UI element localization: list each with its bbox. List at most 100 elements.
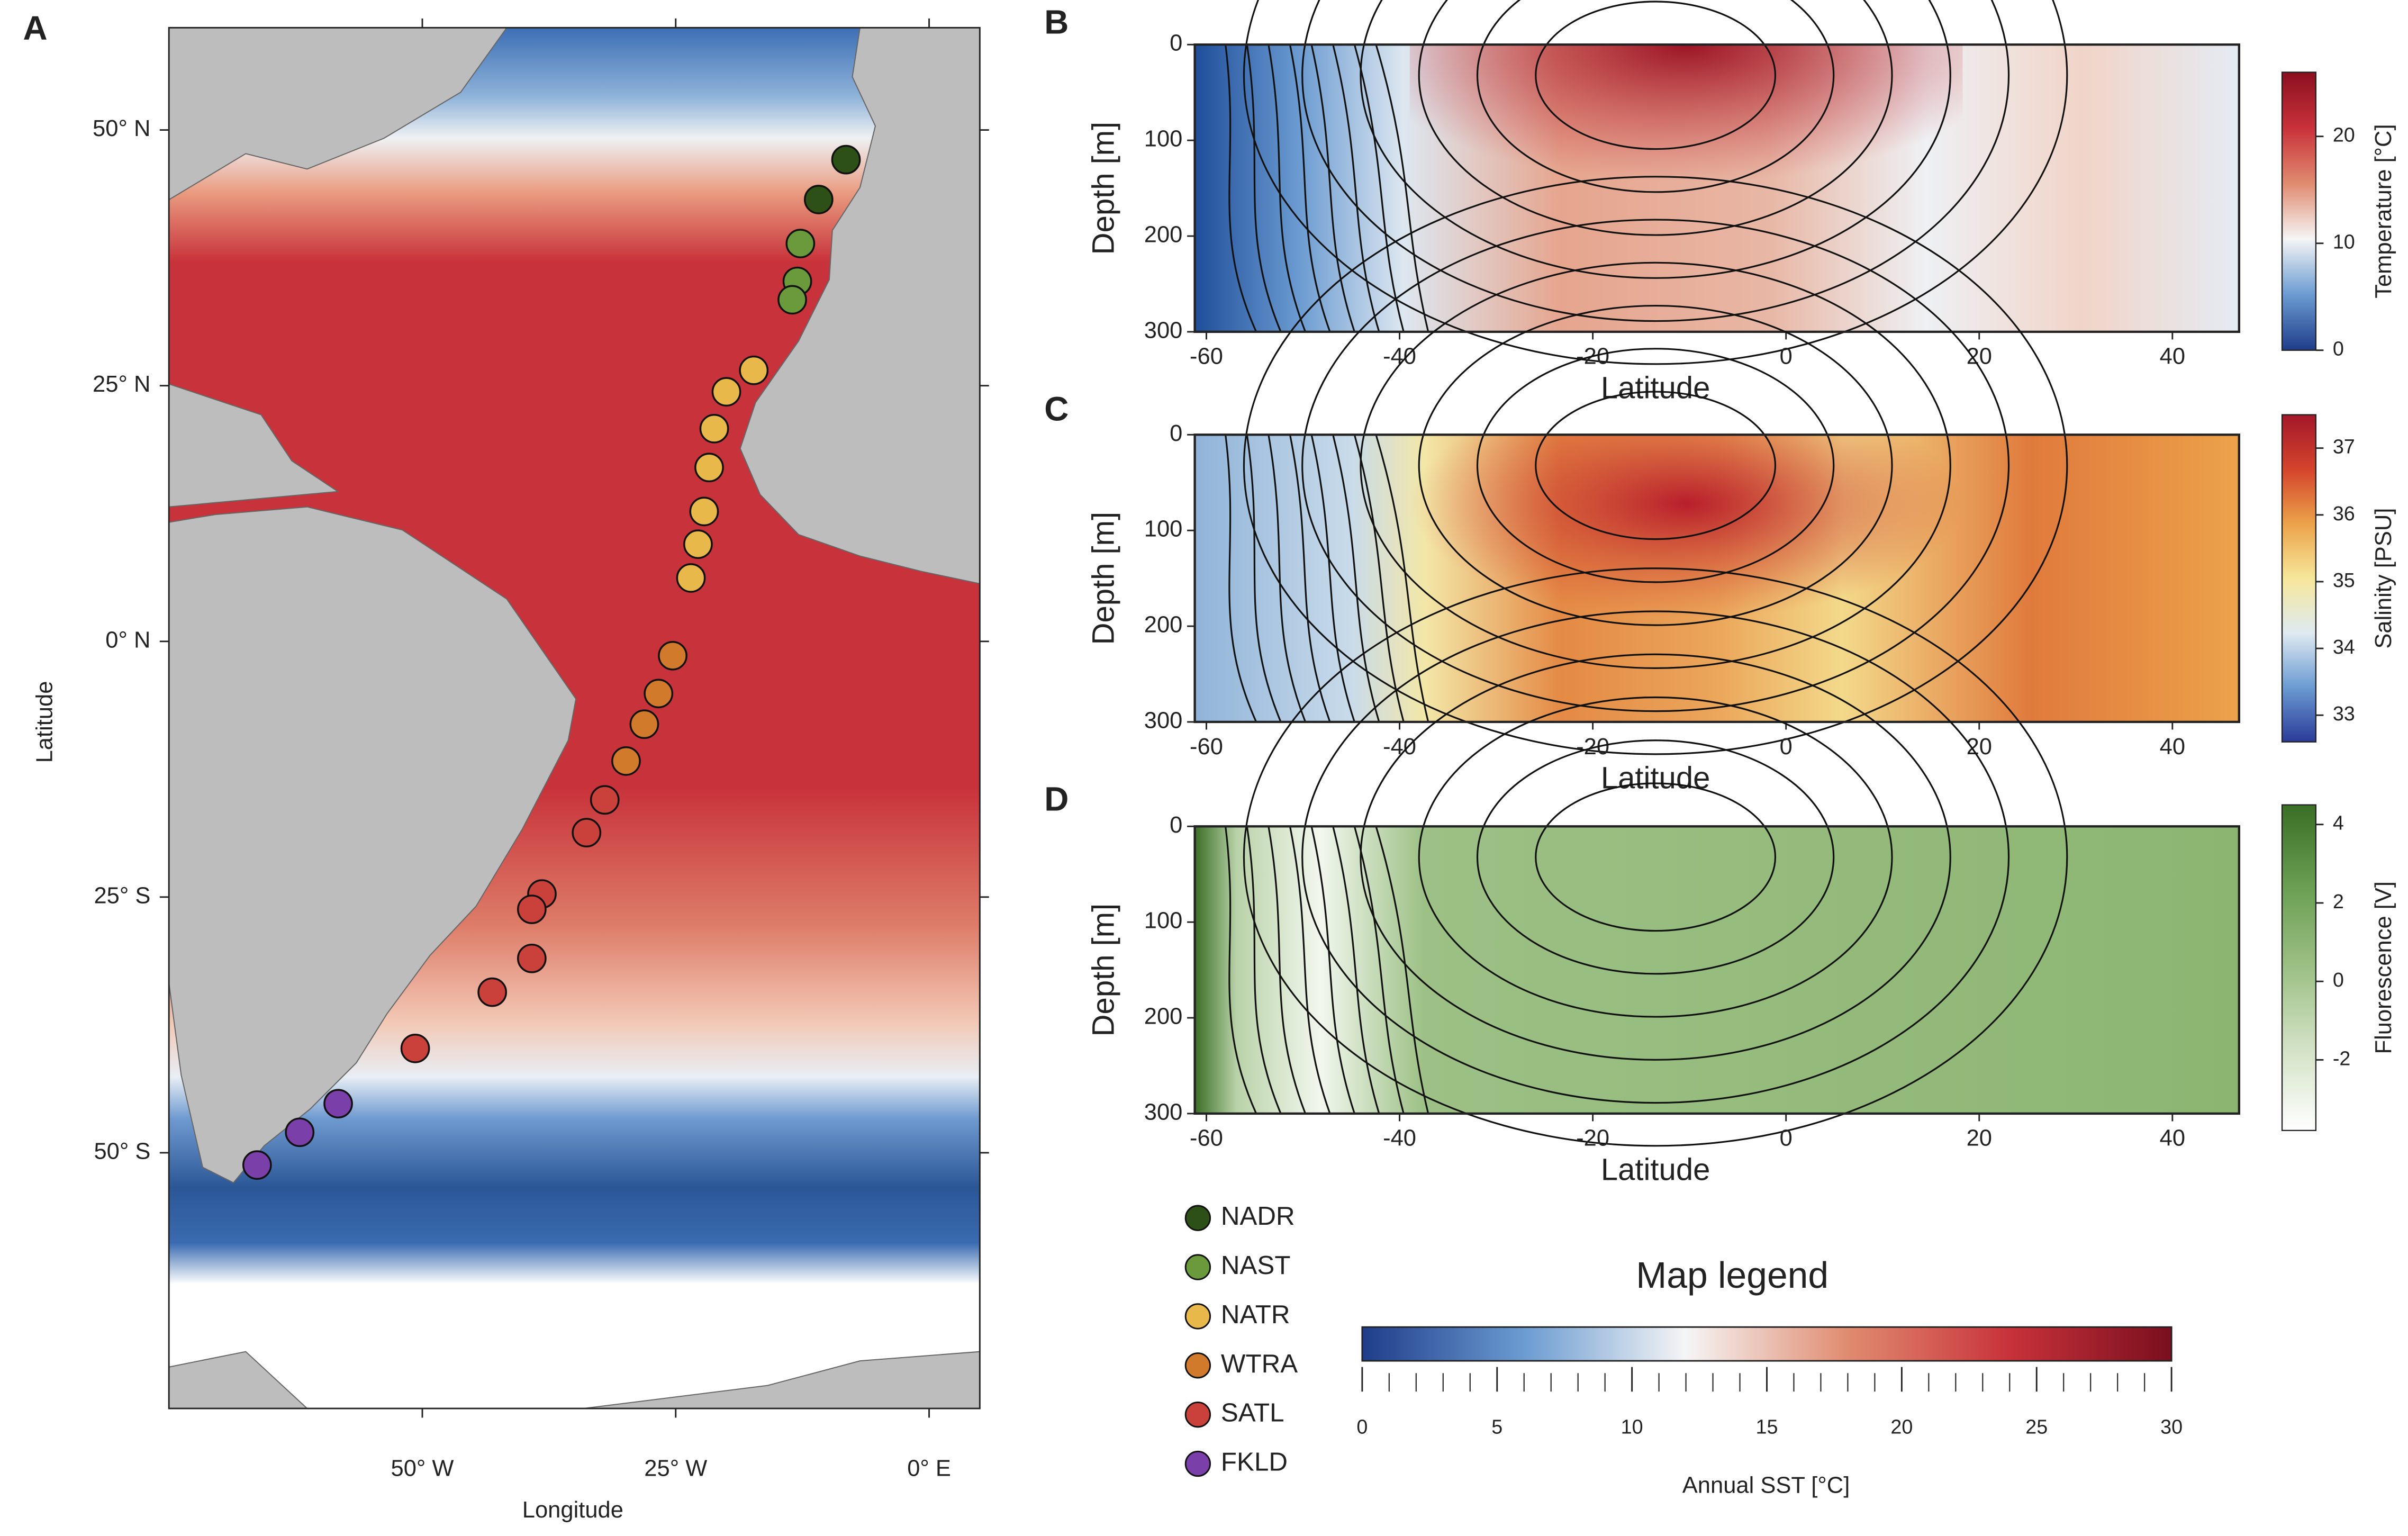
contour-line xyxy=(1310,434,1355,722)
x-tick-label: -60 xyxy=(1190,344,1223,369)
y-axis-label: Depth [m] xyxy=(1087,903,1121,1037)
contour-line xyxy=(1225,44,1257,332)
contour-line xyxy=(1243,567,2068,1147)
legend-label: FKLD xyxy=(1221,1448,1288,1477)
station xyxy=(777,285,807,315)
legend-label: WTRA xyxy=(1221,1349,1298,1378)
y-tick-label: 200 xyxy=(1144,222,1183,248)
contour-line xyxy=(1418,0,1893,236)
y-tick-label: 100 xyxy=(1144,908,1183,934)
contour-line xyxy=(1289,44,1331,332)
y-axis-label: Depth [m] xyxy=(1087,512,1121,645)
contour-line xyxy=(1477,0,1835,193)
station xyxy=(694,453,724,483)
colorbar-tick-label: 2 xyxy=(2333,890,2344,912)
contour-line xyxy=(1310,826,1355,1114)
field-core xyxy=(1409,44,1963,275)
y-tick-label: 0 xyxy=(1170,812,1182,838)
x-axis-label: Longitude xyxy=(522,1497,623,1523)
panel-label: A xyxy=(23,9,48,47)
colorbar-tick-label: 20 xyxy=(1890,1416,1913,1438)
frame xyxy=(1193,433,2240,724)
field-core xyxy=(1409,435,1963,665)
contour-line xyxy=(1353,826,1405,1114)
colorbar xyxy=(2281,71,2317,351)
contour-line xyxy=(1289,826,1331,1114)
y-tick-label: 0° N xyxy=(105,627,150,653)
station xyxy=(323,1089,353,1119)
station xyxy=(517,895,547,924)
station xyxy=(611,746,641,776)
legend-label: NATR xyxy=(1221,1300,1290,1329)
station xyxy=(517,943,547,973)
y-tick-label: 25° S xyxy=(94,883,150,908)
station xyxy=(400,1033,430,1063)
y-tick-label: 300 xyxy=(1144,318,1183,343)
contour-line xyxy=(1375,826,1429,1114)
x-tick-label: 0 xyxy=(1780,1126,1793,1151)
station xyxy=(739,355,769,385)
colorbar-tick-label: 0 xyxy=(1356,1416,1368,1438)
y-tick-label: 100 xyxy=(1144,127,1183,152)
frame xyxy=(1193,43,2240,333)
x-tick-label: 40 xyxy=(2160,344,2185,369)
colorbar-tick-label: 10 xyxy=(2333,231,2355,253)
y-axis-label: Depth [m] xyxy=(1087,122,1121,255)
contour-line xyxy=(1535,391,1777,540)
station xyxy=(644,679,674,709)
y-tick-label: 50° N xyxy=(93,116,150,141)
x-axis-label: Latitude xyxy=(1601,371,1710,405)
y-tick-label: 50° S xyxy=(94,1139,150,1164)
station xyxy=(590,785,620,815)
x-tick-label: 50° W xyxy=(391,1456,454,1481)
contour-line xyxy=(1225,435,1257,722)
station xyxy=(629,709,659,739)
x-tick-label: 0° E xyxy=(907,1456,951,1481)
colorbar-label: Temperature [°C] xyxy=(2371,124,2396,298)
contour-line xyxy=(1310,44,1355,332)
legend-swatch xyxy=(1184,1401,1211,1428)
contour-line xyxy=(1535,782,1777,932)
y-tick-label: 200 xyxy=(1144,1004,1183,1029)
contour-line xyxy=(1301,610,2010,1104)
colorbar-tick-label: 34 xyxy=(2333,636,2355,658)
contours xyxy=(1225,0,2068,365)
y-tick-label: 300 xyxy=(1144,708,1183,733)
station xyxy=(242,1150,272,1180)
contour-line xyxy=(1535,1,1777,150)
colorbar-tick-label: 25 xyxy=(2025,1416,2048,1438)
contour-line xyxy=(1418,696,1893,1018)
colorbar-tick-label: 15 xyxy=(1756,1416,1778,1438)
x-axis-label: Latitude xyxy=(1601,1152,1710,1187)
colorbar-tick-label: 33 xyxy=(2333,702,2355,725)
station xyxy=(803,185,834,214)
colorbar-tick-label: 30 xyxy=(2160,1416,2183,1438)
y-tick-label: 100 xyxy=(1144,517,1183,542)
legend-label: SATL xyxy=(1221,1398,1284,1427)
station xyxy=(658,640,687,671)
colorbar-tick-label: 20 xyxy=(2333,124,2355,146)
contour-line xyxy=(1375,44,1429,332)
contour-line xyxy=(1246,435,1282,722)
contour-line xyxy=(1476,348,1835,583)
x-tick-label: 40 xyxy=(2160,734,2185,760)
contours xyxy=(1225,176,2068,755)
contour-line xyxy=(1353,434,1405,722)
legend-label: NADR xyxy=(1221,1201,1295,1231)
field xyxy=(1194,826,2239,1114)
station xyxy=(477,977,507,1007)
panel-label: D xyxy=(1044,780,1069,818)
land xyxy=(169,28,980,1409)
x-tick-label: 20 xyxy=(1967,1126,1992,1151)
contours xyxy=(1225,567,2068,1147)
legend-swatch xyxy=(1184,1303,1211,1330)
colorbar xyxy=(2281,414,2317,743)
x-tick-label: -20 xyxy=(1576,734,1609,760)
colorbar-label: Salinity [PSU] xyxy=(2371,508,2396,649)
y-tick-label: 25° N xyxy=(93,372,150,397)
colorbar-tick-label: 5 xyxy=(1491,1416,1502,1438)
station xyxy=(785,229,816,258)
contour-line xyxy=(1246,44,1282,332)
